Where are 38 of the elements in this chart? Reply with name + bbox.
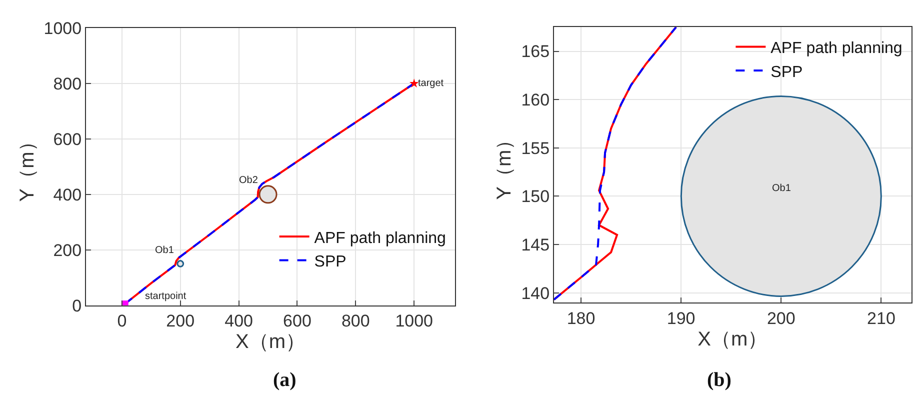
y-tick-label: 160 — [521, 90, 550, 110]
x-tick-label: 1000 — [395, 312, 434, 331]
x-axis-title: X（m） — [698, 328, 768, 350]
annotation: Ob1 — [772, 183, 792, 194]
legend-label: SPP — [770, 64, 803, 81]
legend-label: APF path planning — [314, 230, 446, 247]
legend-label: APF path planning — [770, 40, 902, 57]
x-tick-label: 800 — [341, 312, 370, 331]
y-tick-label: 200 — [53, 240, 82, 260]
x-tick-label: 600 — [283, 312, 312, 331]
y-tick-label: 600 — [53, 130, 82, 149]
y-axis-title: Y（m） — [16, 132, 38, 202]
x-tick-label: 200 — [166, 312, 195, 331]
line-series — [554, 27, 678, 301]
y-tick-label: 400 — [53, 185, 82, 204]
legend-label: SPP — [314, 254, 346, 271]
x-tick-label: 180 — [566, 308, 596, 328]
annotation: Ob1 — [155, 245, 174, 256]
x-tick-label: 190 — [666, 308, 696, 328]
y-tick-label: 145 — [521, 235, 550, 254]
x-tick-label: 0 — [117, 312, 127, 331]
annotation: Ob2 — [239, 175, 258, 186]
y-tick-label: 800 — [53, 74, 82, 94]
x-tick-label: 400 — [224, 312, 253, 331]
text: (b) — [707, 369, 732, 391]
y-tick-label: 0 — [72, 296, 82, 316]
x-axis-title: X（m） — [236, 331, 306, 354]
y-axis-title: Y（m） — [494, 130, 516, 200]
y-tick-label: 1000 — [44, 19, 82, 38]
y-tick-label: 165 — [521, 42, 550, 62]
x-tick-label: 200 — [766, 308, 796, 328]
y-tick-label: 150 — [521, 187, 550, 206]
annotation: startpoint — [145, 291, 186, 302]
y-tick-label: 155 — [521, 138, 550, 158]
text: (a) — [273, 369, 296, 391]
y-tick-label: 140 — [521, 284, 550, 303]
x-tick-label: 210 — [867, 308, 896, 328]
annotation: target — [418, 78, 444, 89]
